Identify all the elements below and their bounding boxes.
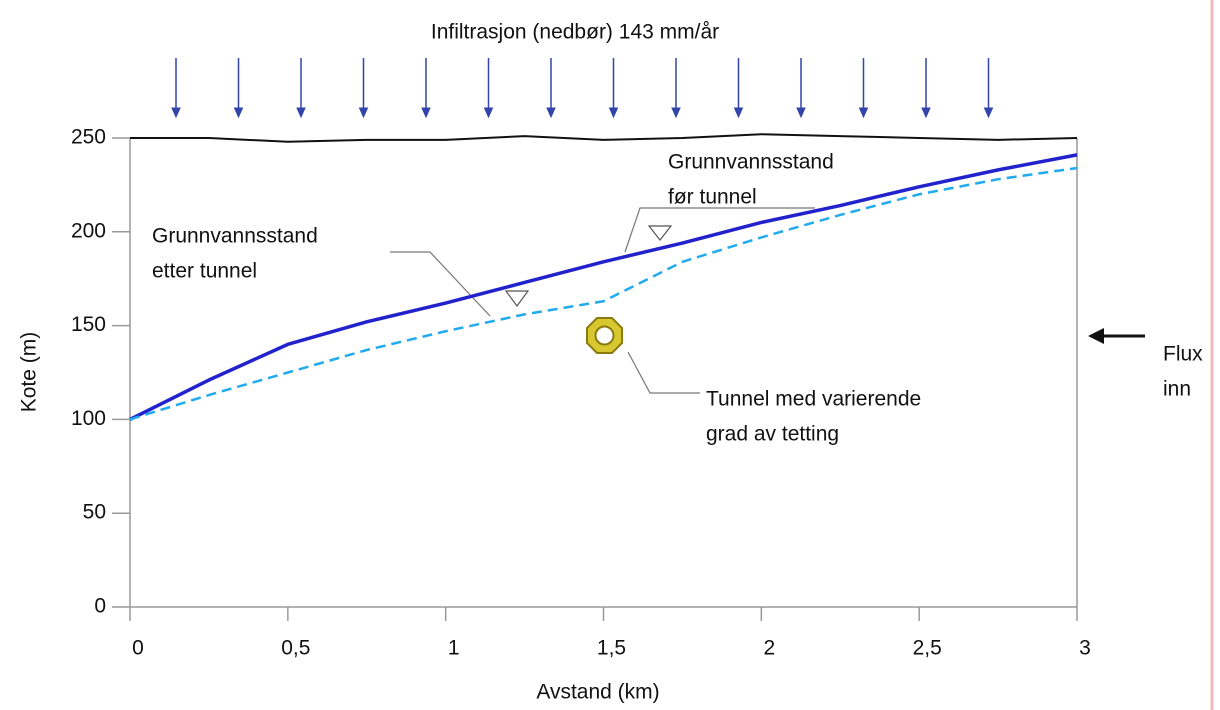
series-line: [129, 153, 1078, 421]
tunnel-symbol: [586, 317, 623, 354]
annotation: Grunnvannsstand: [152, 225, 318, 248]
y-tick-label: 50: [83, 501, 106, 524]
annotation: Flux: [1163, 343, 1203, 366]
arrow-head: [358, 107, 369, 119]
infiltration-arrows: [171, 58, 994, 119]
annotation: Tunnel med varierende: [706, 388, 921, 411]
arrow-head: [671, 107, 681, 119]
x-tick-label: 2,5: [913, 637, 942, 660]
series-line: [130, 133, 1078, 143]
y-tick-label: 100: [71, 407, 106, 430]
arrow-head: [483, 107, 494, 119]
leaders: [390, 207, 815, 394]
x-tick-label: 1,5: [597, 637, 626, 660]
y-axis-label: Kote (m): [18, 332, 41, 413]
annotation: Grunnvannsstand: [668, 151, 834, 174]
arrow-head: [171, 107, 181, 119]
series-line: [129, 166, 1078, 421]
arrow-head: [296, 107, 306, 119]
chart-title: Infiltrasjon (nedbør) 143 mm/år: [431, 21, 719, 44]
y-tick-label: 150: [71, 313, 106, 336]
x-tick-label: 2: [763, 637, 775, 660]
arrow-head: [983, 107, 994, 119]
arrow-head: [421, 107, 431, 119]
annotation: før tunnel: [668, 186, 757, 209]
x-tick-label: 1: [448, 637, 460, 660]
arrow-head: [233, 107, 244, 119]
annotation: inn: [1163, 378, 1191, 401]
arrow-head: [921, 107, 931, 119]
flux-arrow: [1088, 328, 1145, 344]
x-axis-label: Avstand (km): [536, 681, 659, 704]
y-tick-label: 250: [71, 126, 106, 149]
x-tick-label: 0,5: [281, 637, 310, 660]
annotation: grad av tetting: [706, 423, 839, 446]
y-tick-label: 200: [71, 219, 106, 242]
arrow-head: [796, 107, 806, 119]
arrow-head: [858, 107, 869, 119]
arrow-head: [733, 107, 744, 119]
arrow-head: [608, 107, 619, 119]
x-tick-label: 0: [132, 637, 144, 660]
x-tick-label: 3: [1079, 637, 1091, 660]
arrow-head: [546, 107, 556, 119]
y-tick-label: 0: [94, 595, 106, 618]
annotation: etter tunnel: [152, 260, 257, 283]
